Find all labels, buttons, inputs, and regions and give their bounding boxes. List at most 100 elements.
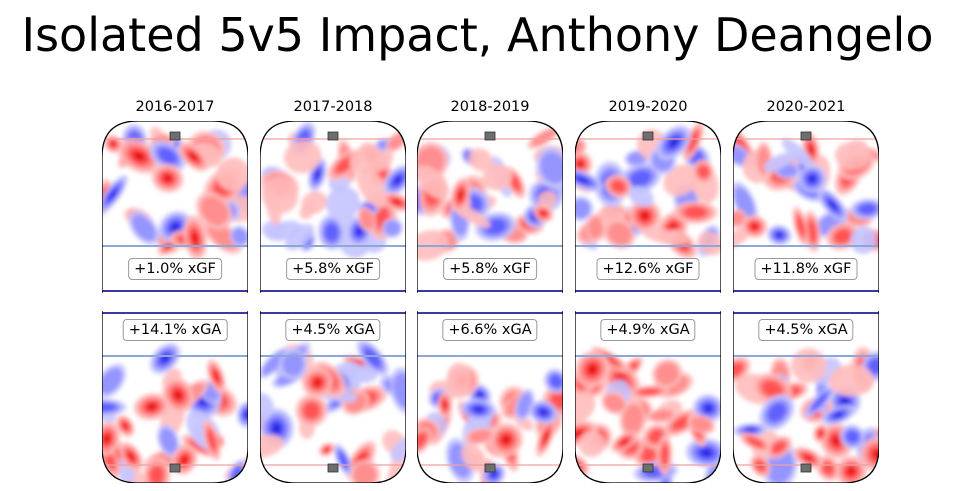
heat-blob-above-average xyxy=(295,394,328,427)
heat-blob-above-average xyxy=(792,447,824,469)
heat-blob-below-average xyxy=(821,405,856,425)
rink-boards xyxy=(102,311,248,483)
heat-blob-above-average xyxy=(181,434,216,458)
heat-blob-below-average xyxy=(535,146,563,189)
xga-label: +4.5% xGA xyxy=(285,319,381,341)
heat-blob-above-average xyxy=(859,436,879,472)
heat-blob-below-average xyxy=(685,437,721,468)
heat-blob-above-average xyxy=(733,356,751,383)
defensive-heatmap xyxy=(102,311,248,483)
heat-blob-below-average xyxy=(759,394,795,431)
heat-blob-below-average xyxy=(381,218,403,239)
heat-blob-above-average xyxy=(646,408,677,423)
heat-blob-below-average xyxy=(390,367,406,414)
heat-blob-below-average xyxy=(797,164,827,194)
xgf-label: +1.0% xGF xyxy=(128,258,222,280)
rink-boards xyxy=(575,121,721,293)
season-label: 2019-2020 xyxy=(608,99,688,115)
heat-blob-above-average xyxy=(687,414,716,434)
heat-blob-below-average xyxy=(656,125,692,161)
defensive-heatmap xyxy=(575,311,721,483)
heat-blob-above-average xyxy=(133,393,170,421)
heat-blob-below-average xyxy=(236,401,248,428)
offensive-zone-rink xyxy=(260,121,406,293)
defensive-zone-rink xyxy=(575,311,721,483)
heat-blob-above-average xyxy=(847,139,868,156)
offensive-zone-rink xyxy=(733,121,879,293)
defensive-heatmap xyxy=(260,311,406,483)
heat-blob-above-average xyxy=(697,231,721,256)
heat-blob-above-average xyxy=(417,426,433,455)
heat-blob-below-average xyxy=(817,188,848,222)
heat-blob-above-average xyxy=(628,199,662,233)
heat-blob-below-average xyxy=(157,424,180,458)
heat-blob-below-average xyxy=(528,400,559,425)
offensive-heatmap xyxy=(102,121,248,293)
goal-net xyxy=(484,463,496,473)
goal-net xyxy=(484,131,496,141)
heat-blob-below-average xyxy=(149,140,186,172)
heat-blob-below-average xyxy=(102,174,128,215)
heat-blob-above-average xyxy=(641,227,688,246)
heat-blob-below-average xyxy=(128,210,160,246)
season-label: 2017-2018 xyxy=(293,99,373,115)
heat-blob-above-average xyxy=(741,215,768,238)
heat-blob-below-average xyxy=(804,385,836,418)
season-label: 2020-2021 xyxy=(766,99,846,115)
heat-blob-above-average xyxy=(628,385,670,398)
heat-blob-above-average xyxy=(603,218,636,250)
xga-label: +4.9% xGA xyxy=(600,319,696,341)
defensive-heatmap xyxy=(417,311,563,483)
heat-blob-below-average xyxy=(102,363,127,398)
heat-blob-below-average xyxy=(628,185,654,208)
heat-blob-above-average xyxy=(610,431,638,453)
heat-blob-above-average xyxy=(299,203,314,220)
heat-blob-above-average xyxy=(651,358,683,389)
heat-blob-below-average xyxy=(356,339,389,376)
goal-net xyxy=(169,463,181,473)
heat-blob-above-average xyxy=(216,157,248,191)
heat-blob-above-average xyxy=(673,201,718,224)
heat-blob-above-average xyxy=(535,417,556,457)
heat-blob-below-average xyxy=(733,181,758,224)
heat-blob-below-average xyxy=(229,225,248,248)
heat-blob-above-average xyxy=(382,192,406,212)
xgf-label: +12.6% xGF xyxy=(596,258,700,280)
heat-blob-above-average xyxy=(578,430,605,458)
rink-boards xyxy=(260,121,406,293)
heat-blob-above-average xyxy=(575,350,610,388)
heat-blob-above-average xyxy=(750,454,771,477)
heat-blob-below-average xyxy=(325,186,361,221)
heat-blob-below-average xyxy=(149,343,181,374)
heat-blob-below-average xyxy=(543,368,563,394)
heat-blob-above-average xyxy=(102,421,121,457)
rink-boards xyxy=(733,311,879,483)
offensive-heatmap xyxy=(575,121,721,293)
heat-blob-below-average xyxy=(460,398,497,421)
heat-blob-below-average xyxy=(575,168,604,192)
heat-blob-above-average xyxy=(261,176,299,214)
heat-blob-above-average xyxy=(302,367,333,398)
heat-blob-below-average xyxy=(850,198,879,220)
heat-blob-above-average xyxy=(357,206,377,233)
heat-blob-above-average xyxy=(489,422,524,457)
heat-blob-above-average xyxy=(349,144,394,174)
rink-boards xyxy=(260,311,406,483)
heat-blob-above-average xyxy=(585,213,606,242)
heat-blob-above-average xyxy=(202,419,221,461)
goal-net xyxy=(800,131,812,141)
heat-blob-above-average xyxy=(692,159,715,184)
heat-blob-above-average xyxy=(467,148,493,172)
heat-blob-above-average xyxy=(538,190,557,209)
goal-net xyxy=(327,463,339,473)
goal-net xyxy=(642,463,654,473)
heat-blob-above-average xyxy=(437,391,453,419)
heat-blob-above-average xyxy=(151,164,184,193)
offensive-heatmap xyxy=(260,121,406,293)
goal-net xyxy=(169,131,181,141)
heat-blob-above-average xyxy=(600,391,628,415)
heat-blob-above-average xyxy=(417,165,450,199)
heat-blob-below-average xyxy=(763,152,793,172)
heat-blob-above-average xyxy=(178,142,209,172)
